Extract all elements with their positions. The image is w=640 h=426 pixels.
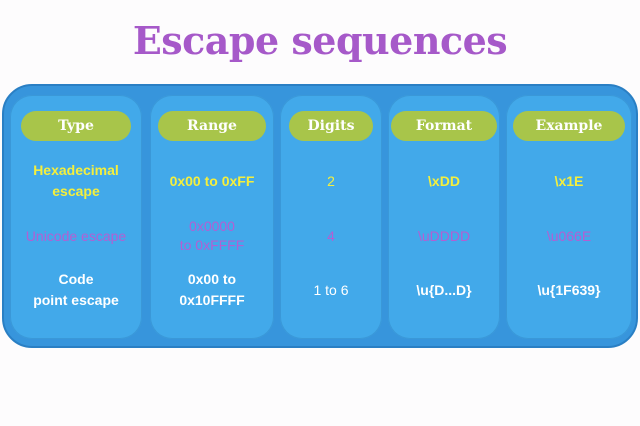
header-type: Type [21, 111, 131, 141]
cell-example-hex: \x1E [554, 172, 584, 189]
page-title: Escape sequences [132, 18, 508, 63]
cell-digits-hex: 2 [327, 172, 335, 189]
cell-example-unicode: \u066E [546, 227, 592, 244]
cell-digits-unicode: 4 [327, 227, 335, 244]
cell-type-hex: Hexadecimal escape [33, 162, 119, 199]
cell-range-codepoint: 0x00 to 0x10FFFF [179, 271, 245, 308]
cell-format-hex: \xDD [428, 172, 460, 189]
header-example: Example [513, 111, 625, 141]
cell-format-unicode: \uDDDD [417, 227, 471, 244]
cell-type-unicode: Unicode escape [25, 227, 127, 244]
cell-example-codepoint: \u{1F639} [537, 281, 601, 298]
header-digits: Digits [289, 111, 373, 141]
header-range: Range [158, 111, 266, 141]
header-format: Format [391, 111, 497, 141]
cell-digits-codepoint: 1 to 6 [313, 281, 349, 298]
cell-type-codepoint: Code point escape [33, 271, 119, 308]
cell-range-hex: 0x00 to 0xFF [169, 172, 255, 189]
cell-range-unicode: 0x0000 to 0xFFFF [179, 218, 245, 253]
cell-format-codepoint: \u{D...D} [416, 281, 472, 298]
